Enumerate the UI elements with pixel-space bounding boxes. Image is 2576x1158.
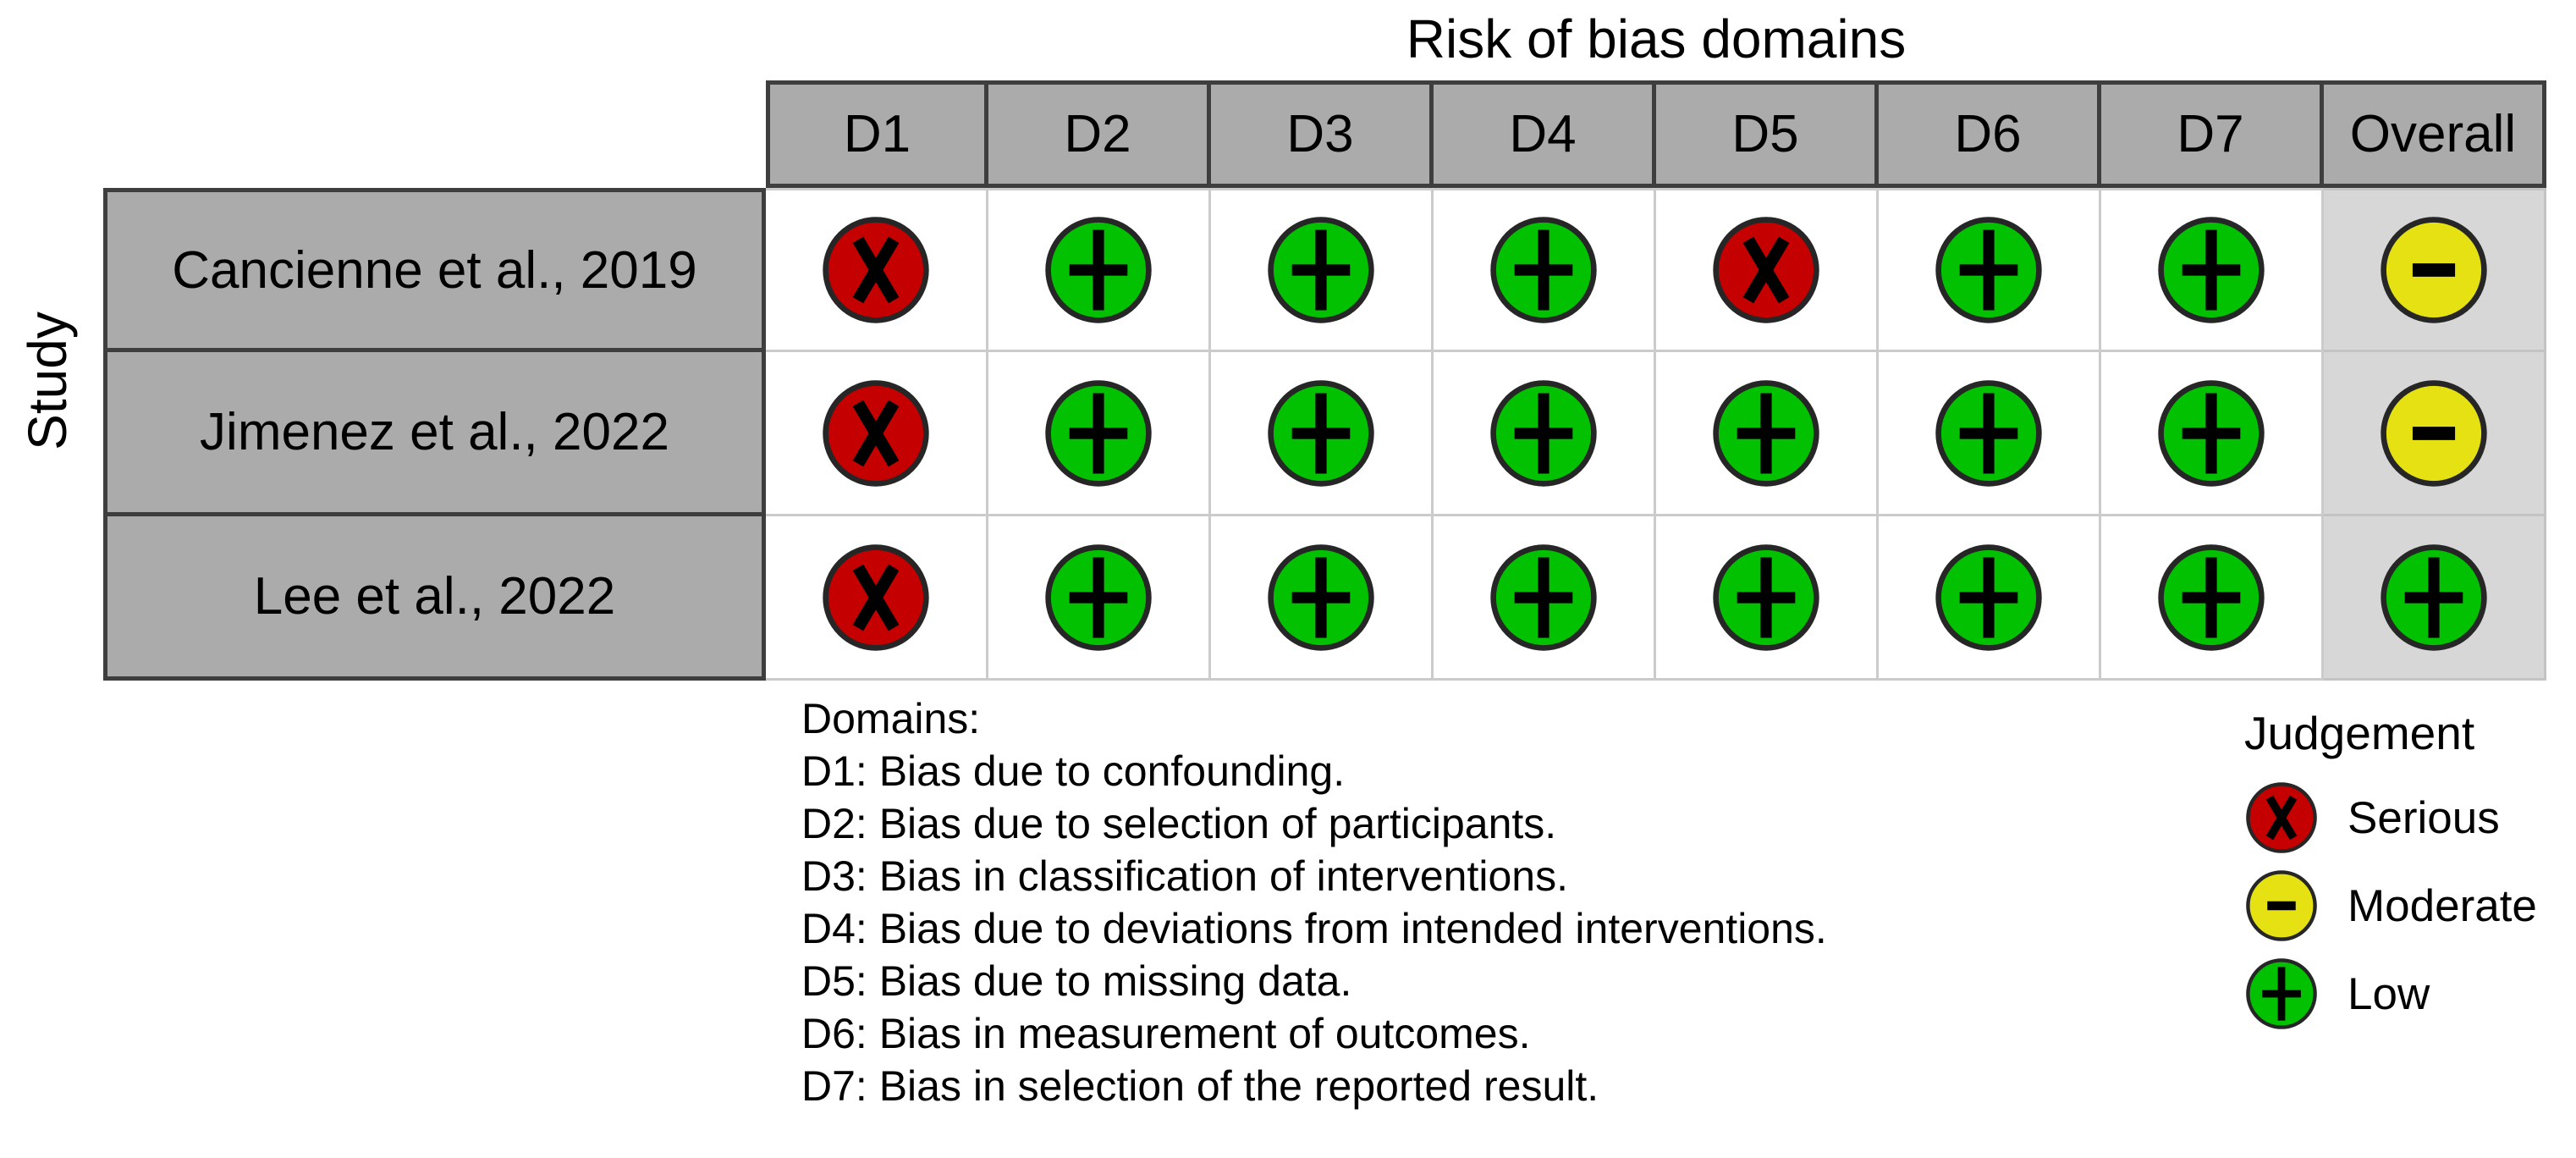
column-header-d1: D1 [766, 80, 988, 188]
judgement-serious-icon [1713, 217, 1819, 323]
judgement-cell-d7 [2101, 188, 2324, 352]
judgement-low-icon [1268, 217, 1374, 323]
domain-note-line: D6: Bias in measurement of outcomes. [801, 1010, 1531, 1057]
domain-note-line: D5: Bias due to missing data. [801, 957, 1352, 1005]
judgement-serious-icon [823, 379, 929, 487]
judgement-serious-icon [2246, 782, 2317, 853]
judgement-serious-icon [823, 543, 929, 651]
domain-notes-heading: Domains: [801, 695, 981, 742]
figure-title: Risk of bias domains [1406, 8, 1907, 69]
domain-notes: Domains: D1: Bias due to confounding. D2:… [801, 692, 1827, 1112]
table-row: Lee et al., 2022 [103, 516, 2546, 681]
column-header-d6: D6 [1879, 80, 2101, 188]
legend-item-label: Serious [2348, 792, 2500, 843]
judgement-low-icon [1490, 543, 1597, 651]
judgement-cell-overall [2324, 516, 2546, 681]
domain-notes-lines: D1: Bias due to confounding. D2: Bias due… [801, 745, 1827, 1112]
y-axis-label-text: Study [17, 312, 78, 450]
judgement-cell-d1 [766, 516, 988, 681]
judgement-cell-d2 [988, 516, 1211, 681]
column-header-d4: D4 [1434, 80, 1656, 188]
judgement-cell-d1 [766, 352, 988, 516]
table-row: Jimenez et al., 2022 [103, 352, 2546, 516]
judgement-low-icon [2158, 379, 2265, 487]
legend-item-serious: Serious [2244, 780, 2537, 855]
judgement-low-icon [1045, 543, 1152, 651]
judgement-cell-d7 [2101, 352, 2324, 516]
judgement-low-icon [2381, 543, 2487, 651]
judgement-cell-d3 [1211, 352, 1434, 516]
judgement-low-icon [1490, 379, 1597, 487]
judgement-cell-d4 [1434, 188, 1656, 352]
study-label: Jimenez et al., 2022 [103, 352, 766, 516]
y-axis-label: Study [5, 80, 90, 681]
column-header-row: D1 D2 D3 D4 D5 D6 D7 Overall [766, 80, 2546, 188]
judgement-cell-d1 [766, 188, 988, 352]
domain-note-line: D3: Bias in classification of interventi… [801, 852, 1568, 900]
judgement-low-icon [1268, 379, 1374, 487]
judgement-cell-d4 [1434, 516, 1656, 681]
judgement-moderate-icon [2381, 217, 2487, 323]
legend-title: Judgement [2244, 707, 2475, 759]
domain-note-line: D2: Bias due to selection of participant… [801, 800, 1557, 847]
judgement-cell-d3 [1211, 516, 1434, 681]
judgement-low-icon [1935, 543, 2042, 651]
judgement-serious-icon [823, 217, 929, 323]
legend-item-low: Low [2244, 957, 2537, 1031]
judgement-low-icon [2246, 958, 2317, 1029]
domain-note-line: D4: Bias due to deviations from intended… [801, 905, 1827, 952]
judgement-moderate-icon [2381, 379, 2487, 487]
judgement-cell-d7 [2101, 516, 2324, 681]
judgement-low-icon [2158, 217, 2265, 323]
judgement-cell-d5 [1656, 352, 1879, 516]
column-header-d5: D5 [1656, 80, 1879, 188]
judgement-low-icon [1045, 217, 1152, 323]
judgement-legend: Judgement Serious Moderate Low [2244, 708, 2537, 1031]
legend-items: Serious Moderate Low [2244, 780, 2537, 1031]
legend-item-label: Moderate [2348, 880, 2537, 931]
judgement-cell-d2 [988, 352, 1211, 516]
judgement-cell-d5 [1656, 516, 1879, 681]
study-label: Lee et al., 2022 [103, 516, 766, 681]
judgement-moderate-icon [2246, 870, 2317, 941]
judgement-cell-d6 [1879, 352, 2101, 516]
legend-item-label: Low [2348, 968, 2430, 1019]
domain-note-line: D7: Bias in selection of the reported re… [801, 1062, 1599, 1110]
judgement-cell-d6 [1879, 516, 2101, 681]
legend-item-moderate: Moderate [2244, 868, 2537, 943]
table-body: Cancienne et al., 2019 Jimenez et al., 20… [103, 188, 2546, 681]
judgement-cell-d4 [1434, 352, 1656, 516]
judgement-low-icon [1045, 379, 1152, 487]
study-label: Cancienne et al., 2019 [103, 188, 766, 352]
column-header-overall: Overall [2324, 80, 2546, 188]
judgement-cell-d3 [1211, 188, 1434, 352]
domain-note-line: D1: Bias due to confounding. [801, 747, 1346, 795]
judgement-cell-d2 [988, 188, 1211, 352]
column-header-d7: D7 [2101, 80, 2324, 188]
judgement-cell-overall [2324, 188, 2546, 352]
judgement-cell-d5 [1656, 188, 1879, 352]
judgement-cell-d6 [1879, 188, 2101, 352]
judgement-cell-overall [2324, 352, 2546, 516]
table-row: Cancienne et al., 2019 [103, 188, 2546, 352]
judgement-low-icon [1490, 217, 1597, 323]
judgement-low-icon [1935, 217, 2042, 323]
judgement-low-icon [1268, 543, 1374, 651]
judgement-low-icon [1713, 379, 1819, 487]
judgement-low-icon [1935, 379, 2042, 487]
judgement-low-icon [2158, 543, 2265, 651]
column-header-d2: D2 [988, 80, 1211, 188]
column-header-d3: D3 [1211, 80, 1434, 188]
judgement-low-icon [1713, 543, 1819, 651]
